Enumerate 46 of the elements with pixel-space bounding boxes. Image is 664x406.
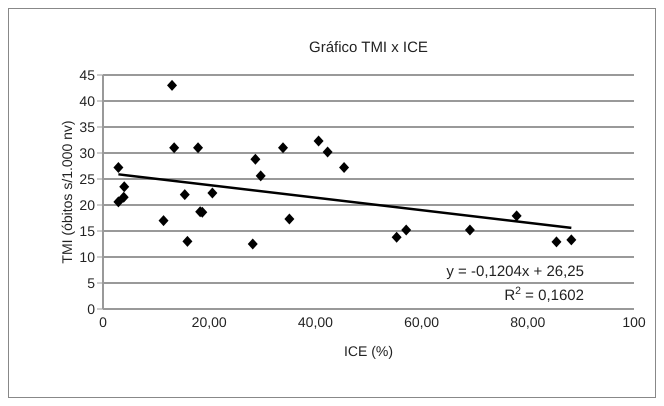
y-tick-label: 0 xyxy=(87,300,96,317)
point xyxy=(169,142,180,154)
y-tick-label: 15 xyxy=(79,222,96,239)
y-tick-label: 45 xyxy=(79,66,96,83)
x-axis-title: ICE (%) xyxy=(344,343,393,359)
point xyxy=(193,142,204,154)
point xyxy=(339,162,350,174)
x-tick-label: 100 xyxy=(622,314,646,330)
point xyxy=(314,136,324,147)
point xyxy=(158,215,169,226)
point xyxy=(512,210,522,222)
point xyxy=(180,189,190,200)
point xyxy=(551,236,562,248)
chart-title: Gráfico TMI x ICE xyxy=(309,39,428,56)
x-tick-label: 60,00 xyxy=(404,314,440,330)
point xyxy=(118,192,129,203)
x-tick-label: 20,00 xyxy=(192,314,227,330)
point xyxy=(401,224,412,236)
y-tick-label: 30 xyxy=(79,144,96,161)
point xyxy=(119,181,130,192)
point xyxy=(207,188,218,199)
y-tick-label: 35 xyxy=(79,118,96,135)
point xyxy=(250,154,260,165)
point xyxy=(182,236,192,247)
y-tick-label: 5 xyxy=(87,274,96,291)
y-tick-label: 20 xyxy=(79,196,96,213)
point xyxy=(113,196,124,208)
point xyxy=(464,224,475,236)
annotation: R$^{2}$ = 0,1602 xyxy=(504,285,584,304)
point xyxy=(167,80,178,91)
y-tick-label: 40 xyxy=(79,92,96,109)
point xyxy=(392,232,402,243)
point xyxy=(278,142,288,154)
x-tick-label: 80,00 xyxy=(510,314,546,330)
y-tick-label: 25 xyxy=(79,170,96,187)
x-tick-label: 40,00 xyxy=(298,314,334,330)
point xyxy=(322,146,333,158)
point xyxy=(284,214,294,225)
y-axis-title: TMI (óbitos s/1.000 nv) xyxy=(59,120,75,264)
point xyxy=(566,234,576,246)
y-tick-label: 10 xyxy=(79,248,96,265)
point xyxy=(113,162,124,174)
x-tick-label: 0 xyxy=(99,314,108,330)
point xyxy=(248,238,258,250)
annotation: y = -0,1204x + 26,25 xyxy=(446,263,584,280)
point xyxy=(256,170,266,182)
